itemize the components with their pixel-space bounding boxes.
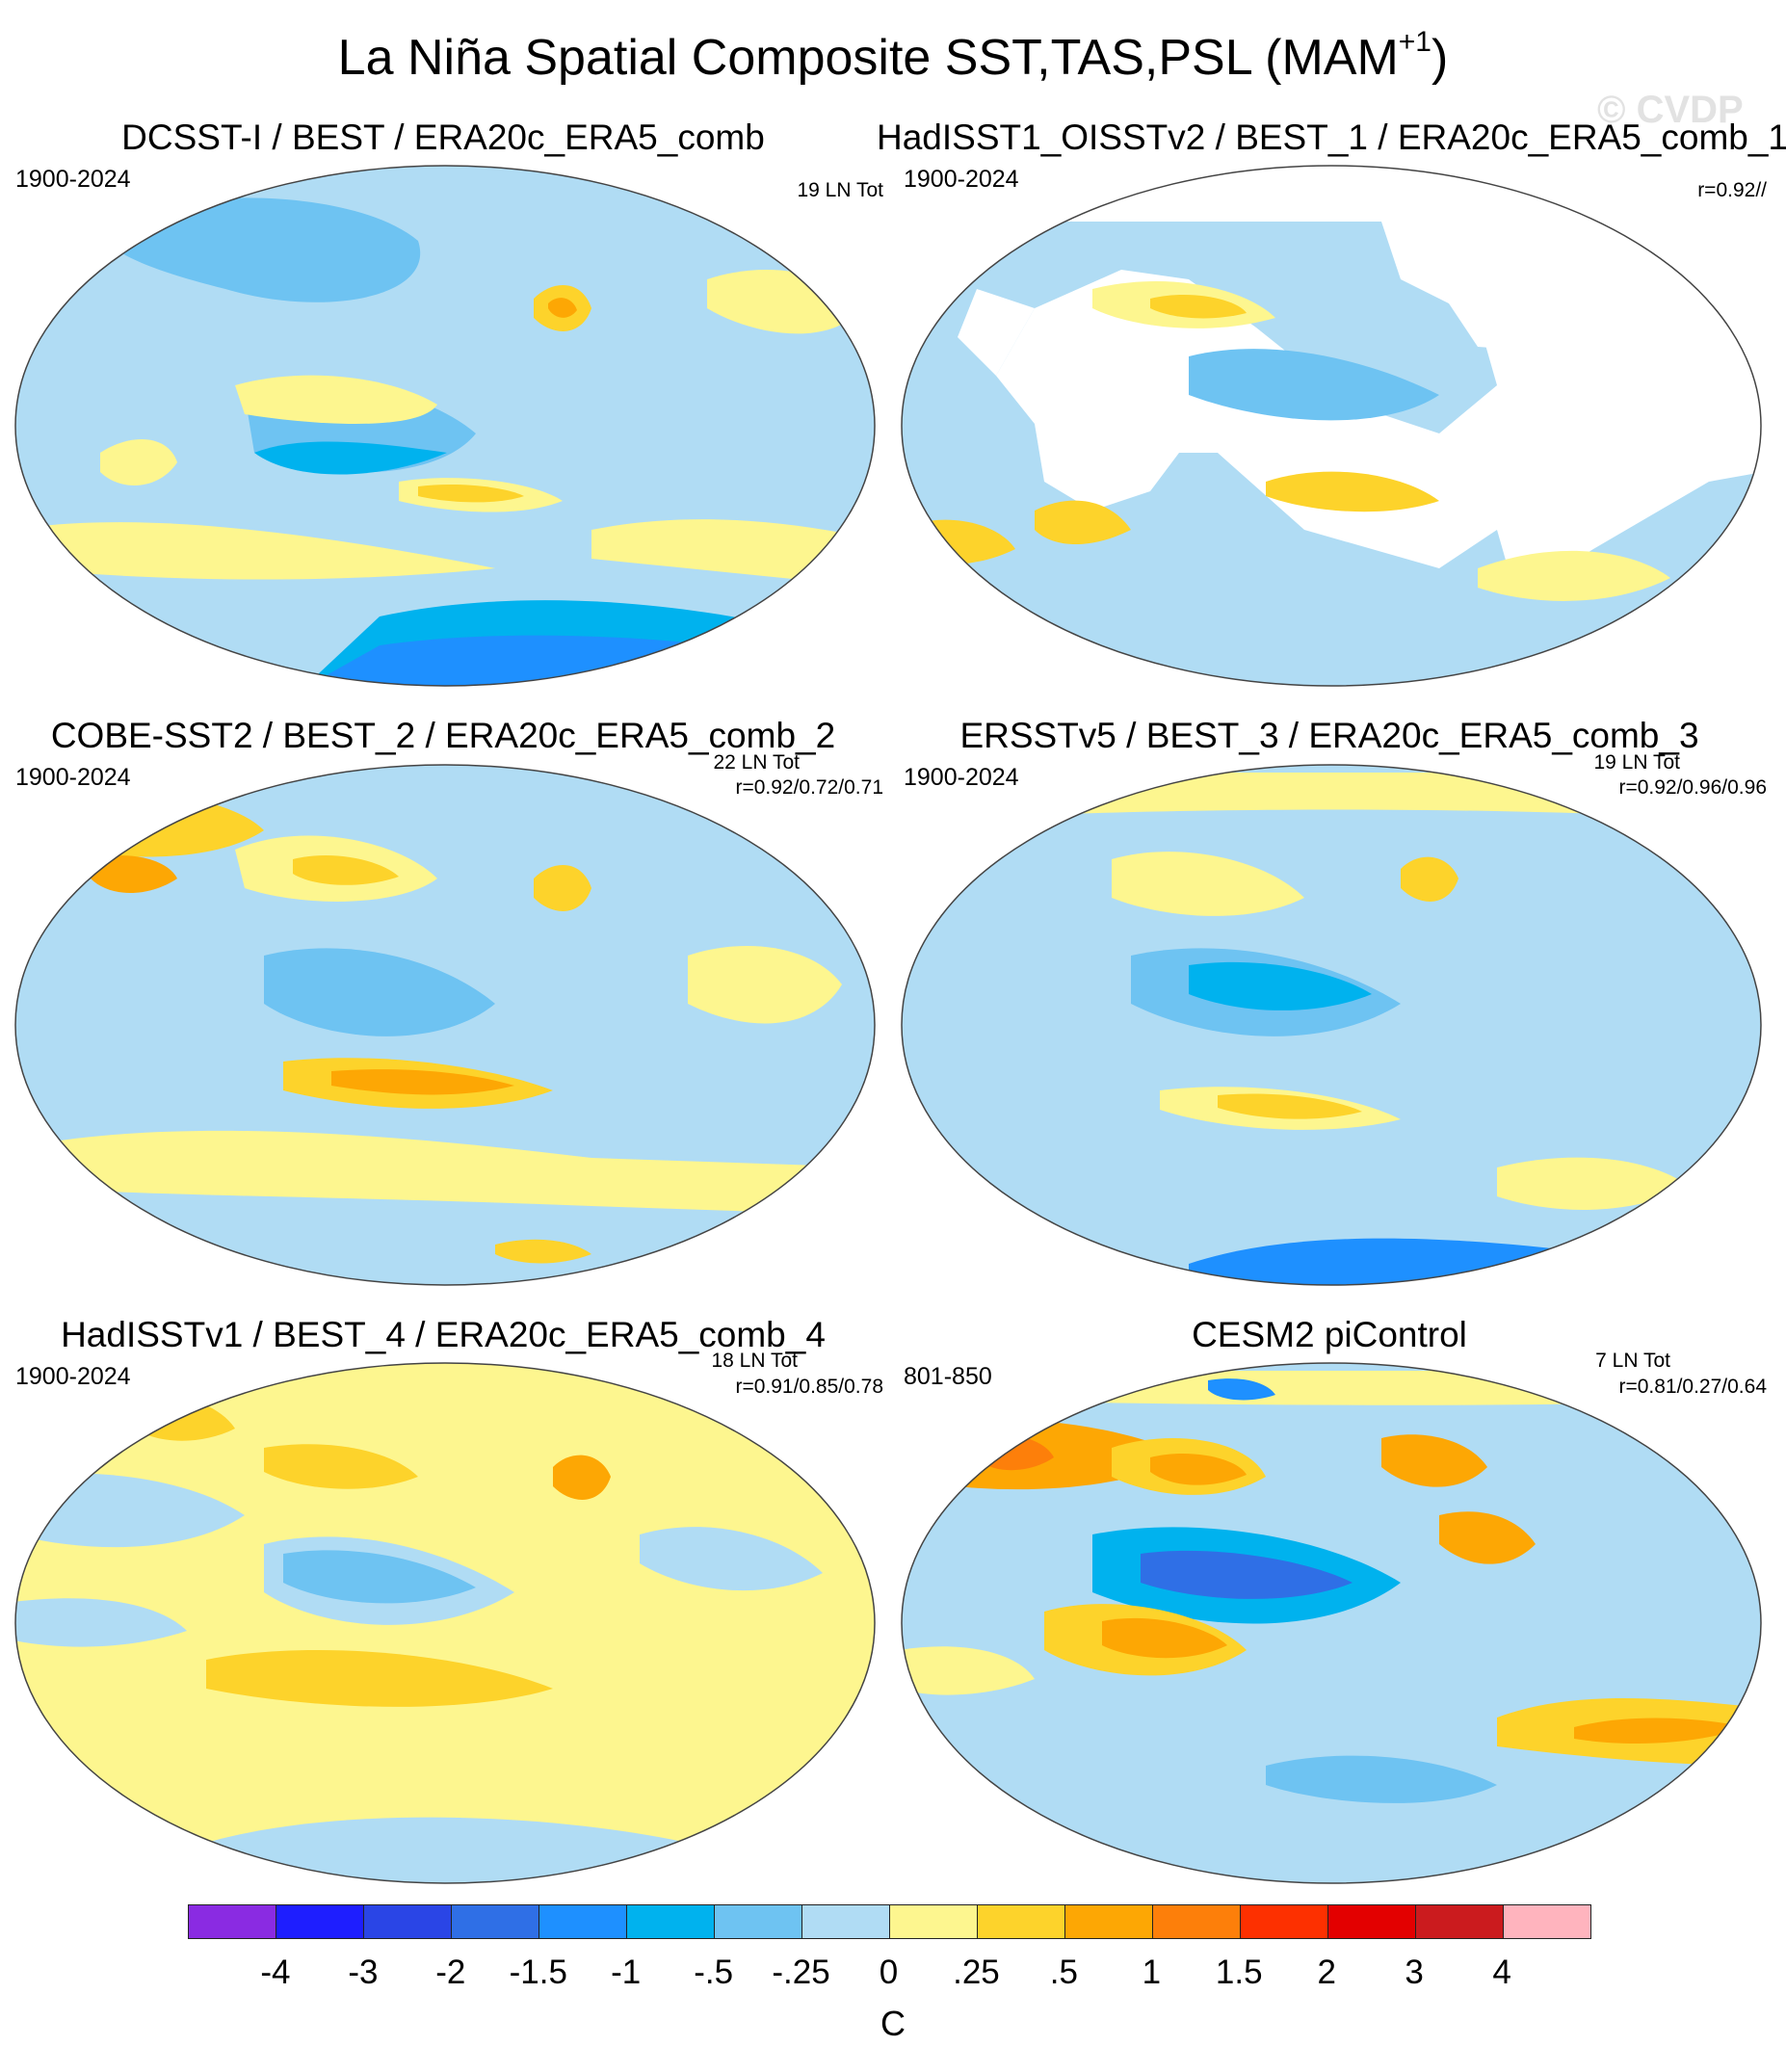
panel-count: 22 LN Tot bbox=[713, 751, 800, 774]
colorbar-swatch bbox=[1504, 1905, 1590, 1938]
colorbar-swatch bbox=[890, 1905, 978, 1938]
panel-title: CESM2 piControl bbox=[1192, 1315, 1467, 1354]
colorbar-swatch bbox=[452, 1905, 539, 1938]
figure-title: La Niña Spatial Composite SST,TAS,PSL (M… bbox=[0, 25, 1786, 87]
colorbar-tick-label: .25 bbox=[953, 1954, 1000, 1991]
colorbar-tick-label: 4 bbox=[1492, 1954, 1511, 1991]
panel-count: 19 LN Tot bbox=[1593, 751, 1680, 774]
panel-period: 801-850 bbox=[904, 1363, 992, 1390]
map-panel-cesm2 bbox=[901, 1362, 1762, 1884]
map-panel-ersst bbox=[901, 764, 1762, 1286]
colorbar-swatch bbox=[715, 1905, 802, 1938]
colorbar-tick-label: -.5 bbox=[694, 1954, 734, 1991]
panel-count: 19 LN Tot bbox=[797, 179, 883, 201]
colorbar-swatch bbox=[1241, 1905, 1328, 1938]
colorbar-swatch bbox=[1153, 1905, 1241, 1938]
colorbar-swatch bbox=[627, 1905, 715, 1938]
colorbar-tick-label: 3 bbox=[1405, 1954, 1424, 1991]
panel-correlation: r=0.81/0.27/0.64 bbox=[1618, 1376, 1767, 1398]
panel-title: HadISST1_OISSTv2 / BEST_1 / ERA20c_ERA5_… bbox=[877, 118, 1786, 157]
colorbar-tick-label: 2 bbox=[1317, 1954, 1336, 1991]
colorbar-tick-label: -1.5 bbox=[509, 1954, 567, 1991]
map-panel-hadisstv1 bbox=[14, 1362, 876, 1884]
map-panel-dcsst bbox=[14, 165, 876, 687]
colorbar-tick-labels: -4 -3 -2 -1.5 -1 -.5 -.25 0 .25 .5 1 1.5 2 3 4 bbox=[188, 1954, 1589, 1996]
colorbar bbox=[188, 1904, 1591, 1939]
colorbar-tick-label: .5 bbox=[1049, 1954, 1078, 1991]
colorbar-swatch bbox=[1416, 1905, 1504, 1938]
colorbar-tick-label: 0 bbox=[879, 1954, 899, 1991]
colorbar-swatch bbox=[802, 1905, 890, 1938]
panel-title: ERSSTv5 / BEST_3 / ERA20c_ERA5_comb_3 bbox=[959, 716, 1699, 755]
panel-title: COBE-SST2 / BEST_2 / ERA20c_ERA5_comb_2 bbox=[50, 716, 836, 755]
colorbar-tick-label: -3 bbox=[348, 1954, 379, 1991]
colorbar-tick-label: -.25 bbox=[772, 1954, 830, 1991]
title-close: ) bbox=[1431, 30, 1449, 86]
colorbar-swatch bbox=[978, 1905, 1065, 1938]
panel-count: 18 LN Tot bbox=[711, 1350, 798, 1372]
colorbar-swatch bbox=[1065, 1905, 1153, 1938]
map-panel-cobe bbox=[14, 764, 876, 1286]
title-superscript: +1 bbox=[1398, 25, 1431, 58]
colorbar-swatch bbox=[276, 1905, 364, 1938]
colorbar-swatch bbox=[364, 1905, 452, 1938]
panel-title: HadISSTv1 / BEST_4 / ERA20c_ERA5_comb_4 bbox=[61, 1315, 826, 1354]
panel-period: 1900-2024 bbox=[904, 166, 1019, 193]
watermark: © CVDP bbox=[1597, 89, 1744, 131]
colorbar-swatch bbox=[539, 1905, 627, 1938]
panel-correlation: r=0.91/0.85/0.78 bbox=[735, 1376, 883, 1398]
colorbar-tick-label: -1 bbox=[611, 1954, 642, 1991]
panel-correlation: r=0.92/0.72/0.71 bbox=[735, 776, 883, 799]
panel-period: 1900-2024 bbox=[15, 166, 131, 193]
colorbar-tick-label: 1 bbox=[1142, 1954, 1162, 1991]
colorbar-swatch bbox=[1328, 1905, 1416, 1938]
panel-period: 1900-2024 bbox=[904, 764, 1019, 791]
title-text: La Niña Spatial Composite SST,TAS,PSL (M… bbox=[337, 30, 1399, 86]
panel-count: 7 LN Tot bbox=[1595, 1350, 1670, 1372]
panel-period: 1900-2024 bbox=[15, 1363, 131, 1390]
map-panel-hadisst-oisst bbox=[901, 165, 1762, 687]
colorbar-swatch bbox=[189, 1905, 276, 1938]
panel-title: DCSST-I / BEST / ERA20c_ERA5_comb bbox=[121, 118, 765, 157]
panel-correlation: r=0.92/0.96/0.96 bbox=[1618, 776, 1767, 799]
colorbar-tick-label: -2 bbox=[435, 1954, 466, 1991]
panel-correlation: r=0.92// bbox=[1697, 179, 1767, 201]
colorbar-tick-label: -4 bbox=[260, 1954, 291, 1991]
colorbar-units: C bbox=[880, 2004, 906, 2043]
panel-period: 1900-2024 bbox=[15, 764, 131, 791]
colorbar-tick-label: 1.5 bbox=[1215, 1954, 1263, 1991]
